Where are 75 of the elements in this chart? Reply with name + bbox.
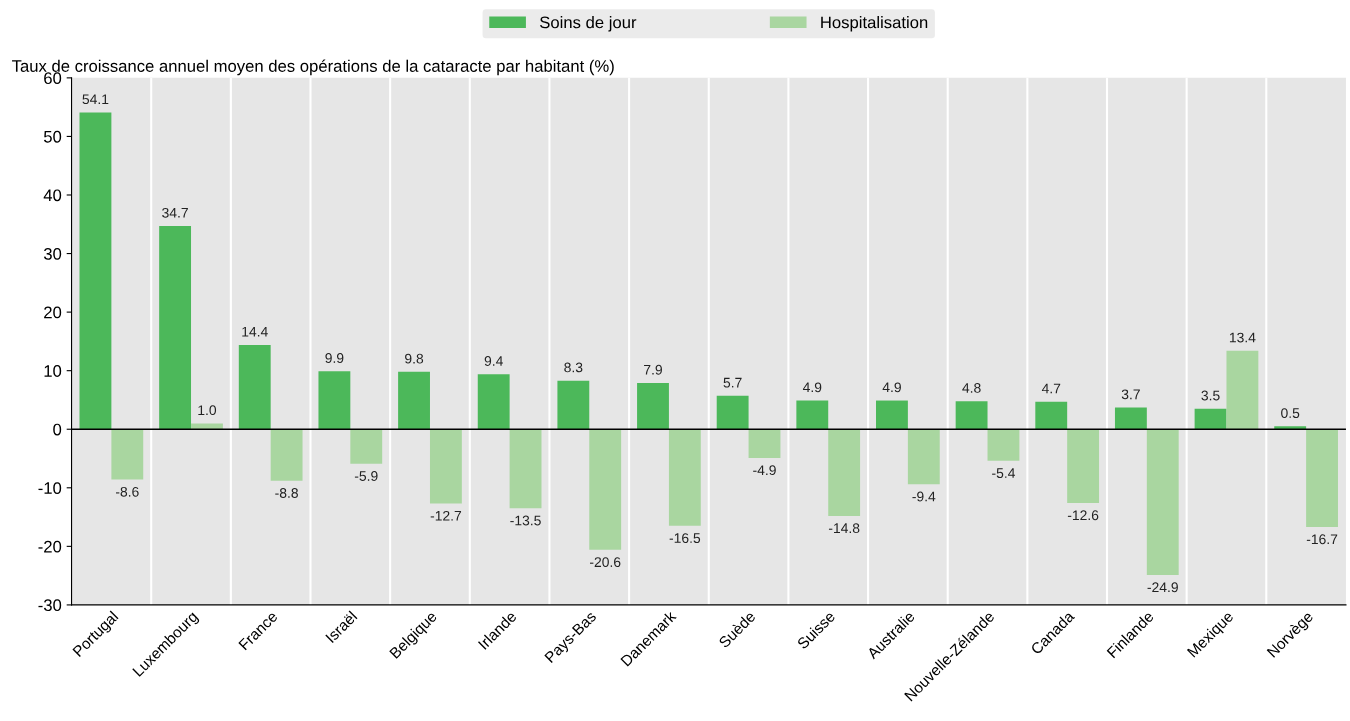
bar [191, 423, 223, 430]
y-tick-label: 50 [43, 130, 62, 143]
data-label: 14.4 [242, 326, 268, 337]
bar [987, 429, 1020, 461]
data-label: 9.4 [484, 356, 503, 366]
bar [318, 371, 351, 430]
y-tick-label: 20 [44, 306, 62, 319]
data-label: -8.8 [275, 488, 298, 498]
bar [350, 429, 383, 464]
data-label: -13.5 [510, 515, 541, 526]
data-label: -4.9 [753, 465, 776, 476]
bar [876, 400, 908, 430]
y-tick-label: -10 [38, 482, 62, 494]
bar [828, 429, 861, 516]
data-label: -12.6 [1067, 510, 1099, 521]
data-label: 4.8 [962, 382, 981, 393]
data-label: -14.8 [828, 523, 860, 534]
data-label: -16.7 [1306, 534, 1338, 545]
data-label: -5.9 [354, 471, 378, 481]
y-tick-label: 10 [44, 365, 62, 377]
bar [1067, 429, 1100, 504]
bar [238, 344, 271, 430]
data-label: 9.8 [405, 353, 424, 364]
bar [509, 429, 542, 509]
data-label: 54.1 [82, 94, 109, 105]
bar [1226, 350, 1259, 430]
bar [907, 429, 940, 485]
data-label: 13.4 [1229, 332, 1256, 343]
bar [668, 429, 701, 526]
bar [557, 380, 590, 430]
data-label: 4.7 [1041, 383, 1061, 394]
y-tick-label: 0 [53, 423, 62, 436]
bar [1146, 429, 1179, 576]
data-label: 7.9 [644, 364, 662, 375]
y-tick-label: -20 [38, 540, 62, 553]
data-label: -12.7 [430, 510, 462, 521]
bar [748, 429, 781, 458]
bar [270, 429, 303, 481]
bar [1194, 408, 1227, 430]
bar [1274, 426, 1307, 430]
data-label: -24.9 [1147, 582, 1178, 593]
bar [716, 395, 749, 430]
bar [79, 112, 112, 430]
y-tick-label: 40 [43, 189, 62, 202]
bar [1306, 429, 1338, 528]
bar [429, 429, 462, 504]
data-label: 1.0 [198, 405, 217, 416]
legend-label: Soins de jour [540, 16, 637, 32]
data-label: 8.3 [564, 362, 583, 373]
data-label: 3.5 [1201, 390, 1220, 401]
bar [1035, 401, 1068, 430]
bar [398, 371, 430, 430]
data-label: 9.9 [325, 353, 344, 363]
data-label: -5.4 [992, 468, 1016, 478]
bar [111, 429, 144, 480]
bar [955, 401, 988, 430]
data-label: 3.7 [1121, 389, 1140, 400]
bar [477, 374, 510, 430]
data-label: -9.4 [912, 491, 936, 502]
legend-label: Hospitalisation [821, 16, 928, 32]
data-label: -8.6 [115, 486, 139, 497]
y-tick-label: -30 [38, 599, 62, 612]
data-label: -20.6 [589, 557, 621, 568]
data-label: -16.5 [669, 533, 701, 544]
bar [1114, 407, 1147, 430]
data-label: 4.9 [882, 382, 901, 393]
data-label: 5.7 [723, 377, 742, 388]
y-tick-label: 30 [43, 247, 62, 260]
data-label: 34.7 [162, 207, 188, 218]
bar [796, 400, 829, 430]
data-label: 4.9 [802, 382, 822, 393]
bar [159, 226, 192, 430]
bar [589, 429, 622, 550]
data-label: 0.5 [1281, 408, 1300, 419]
bar [637, 382, 669, 430]
